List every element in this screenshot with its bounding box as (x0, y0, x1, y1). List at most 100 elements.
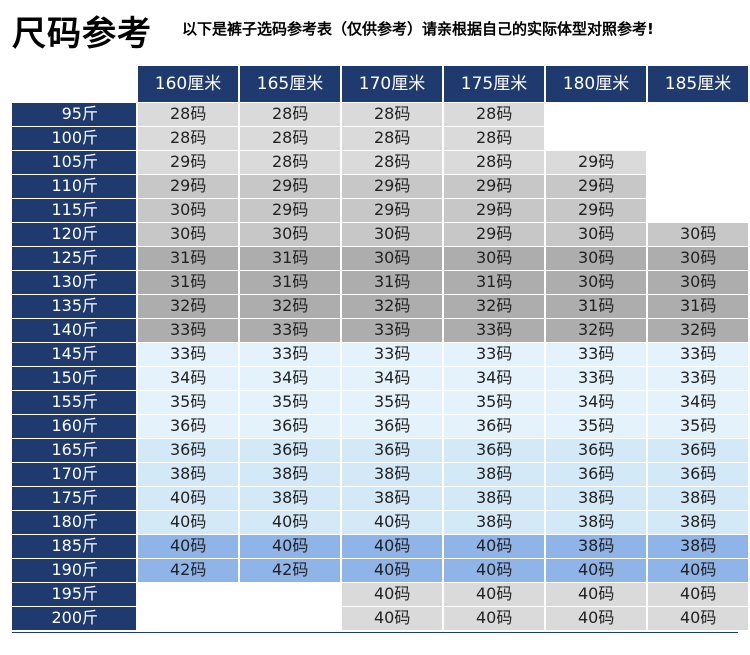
size-cell: 30码 (239, 222, 342, 247)
size-cell: 40码 (341, 582, 444, 607)
size-cell: 30码 (545, 222, 648, 247)
size-cell: 29码 (239, 174, 342, 199)
row-header-weight: 190斤 (12, 558, 138, 583)
size-chart-table: 160厘米 165厘米 170厘米 175厘米 180厘米 185厘米 95斤 2… (12, 66, 750, 631)
page-subtitle: 以下是裤子选码参考表（仅供参考）请亲根据自己的实际体型对照参考! (182, 20, 654, 38)
row-header-weight: 100斤 (12, 126, 138, 151)
size-cell: 38码 (443, 486, 546, 511)
size-cell: 33码 (443, 318, 546, 343)
size-cell: 31码 (137, 246, 240, 271)
size-cell: 31码 (545, 294, 648, 319)
size-cell: 33码 (137, 318, 240, 343)
table-header-row: 160厘米 165厘米 170厘米 175厘米 180厘米 185厘米 (12, 66, 750, 103)
size-cell: 34码 (647, 390, 750, 415)
size-cell: 31码 (239, 270, 342, 295)
table-row: 160斤 36码 36码 36码 36码 35码 35码 (12, 414, 750, 439)
size-cell: 40码 (137, 534, 240, 559)
bottom-divider (12, 632, 738, 633)
size-cell (137, 582, 240, 607)
size-cell: 38码 (647, 486, 750, 511)
row-header-weight: 145斤 (12, 342, 138, 367)
size-cell: 36码 (341, 414, 444, 439)
size-cell (545, 102, 648, 127)
row-header-weight: 135斤 (12, 294, 138, 319)
row-header-weight: 110斤 (12, 174, 138, 199)
size-cell: 30码 (341, 246, 444, 271)
size-cell: 40码 (443, 606, 546, 631)
size-cell: 30码 (545, 246, 648, 271)
size-cell: 40码 (443, 582, 546, 607)
size-cell (647, 126, 750, 151)
size-cell: 40码 (341, 510, 444, 535)
row-header-weight: 95斤 (12, 102, 138, 127)
size-cell: 30码 (647, 270, 750, 295)
size-cell: 32码 (443, 294, 546, 319)
table-row: 130斤 31码 31码 31码 31码 30码 30码 (12, 270, 750, 295)
size-cell: 33码 (545, 366, 648, 391)
row-header-weight: 150斤 (12, 366, 138, 391)
size-cell: 40码 (341, 534, 444, 559)
size-cell: 40码 (137, 486, 240, 511)
table-row: 140斤 33码 33码 33码 33码 32码 32码 (12, 318, 750, 343)
size-cell: 36码 (239, 414, 342, 439)
size-cell: 29码 (443, 198, 546, 223)
table-row: 95斤 28码 28码 28码 28码 (12, 102, 750, 127)
size-cell: 30码 (341, 222, 444, 247)
size-cell: 33码 (545, 342, 648, 367)
size-cell: 29码 (341, 198, 444, 223)
row-header-weight: 120斤 (12, 222, 138, 247)
table-row: 150斤 34码 34码 34码 34码 33码 33码 (12, 366, 750, 391)
size-cell: 36码 (545, 438, 648, 463)
size-cell: 29码 (239, 198, 342, 223)
row-header-weight: 160斤 (12, 414, 138, 439)
size-cell: 30码 (137, 222, 240, 247)
size-cell: 36码 (647, 462, 750, 487)
column-header: 170厘米 (341, 66, 444, 103)
size-cell: 28码 (239, 102, 342, 127)
row-header-weight: 115斤 (12, 198, 138, 223)
size-cell: 28码 (443, 150, 546, 175)
table-row: 100斤 28码 28码 28码 28码 (12, 126, 750, 151)
table-row: 195斤 40码 40码 40码 40码 (12, 582, 750, 607)
size-cell: 35码 (239, 390, 342, 415)
size-cell (239, 582, 342, 607)
size-cell: 33码 (137, 342, 240, 367)
size-cell: 40码 (647, 558, 750, 583)
size-cell: 35码 (443, 390, 546, 415)
table-body: 95斤 28码 28码 28码 28码 100斤 28码 28码 28码 28码 105斤 29码 28… (12, 102, 750, 631)
row-header-weight: 180斤 (12, 510, 138, 535)
column-header: 165厘米 (239, 66, 342, 103)
table-row: 180斤 40码 40码 40码 38码 38码 38码 (12, 510, 750, 535)
size-cell: 35码 (341, 390, 444, 415)
size-cell: 29码 (341, 174, 444, 199)
size-cell (239, 606, 342, 631)
size-cell: 28码 (443, 126, 546, 151)
table-row: 105斤 29码 28码 28码 28码 29码 (12, 150, 750, 175)
row-header-weight: 200斤 (12, 606, 138, 631)
size-cell: 35码 (137, 390, 240, 415)
size-cell: 36码 (647, 438, 750, 463)
size-cell: 38码 (137, 462, 240, 487)
table-row: 115斤 30码 29码 29码 29码 29码 (12, 198, 750, 223)
size-cell: 36码 (545, 462, 648, 487)
size-cell: 40码 (545, 606, 648, 631)
row-header-weight: 170斤 (12, 462, 138, 487)
size-cell (137, 606, 240, 631)
row-header-weight: 125斤 (12, 246, 138, 271)
size-cell: 38码 (545, 486, 648, 511)
size-cell: 34码 (239, 366, 342, 391)
size-cell: 38码 (239, 462, 342, 487)
size-cell: 40码 (443, 558, 546, 583)
size-cell: 36码 (137, 414, 240, 439)
size-cell: 32码 (545, 318, 648, 343)
size-cell: 36码 (443, 438, 546, 463)
size-cell: 28码 (137, 126, 240, 151)
row-header-weight: 165斤 (12, 438, 138, 463)
size-cell: 35码 (545, 414, 648, 439)
table-row: 185斤 40码 40码 40码 40码 38码 38码 (12, 534, 750, 559)
size-cell: 36码 (239, 438, 342, 463)
size-cell: 30码 (647, 222, 750, 247)
size-cell: 30码 (647, 246, 750, 271)
page-title: 尺码参考 (12, 14, 152, 54)
column-header: 180厘米 (545, 66, 648, 103)
